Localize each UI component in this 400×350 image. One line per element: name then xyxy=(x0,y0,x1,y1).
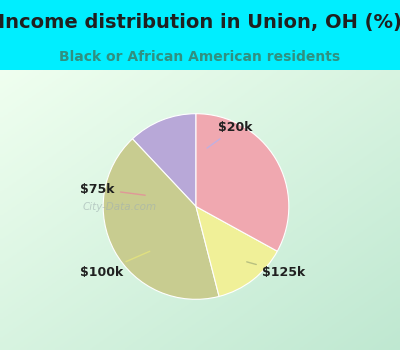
Wedge shape xyxy=(196,114,289,251)
Text: Black or African American residents: Black or African American residents xyxy=(60,50,340,64)
Wedge shape xyxy=(103,139,219,299)
Text: $75k: $75k xyxy=(80,183,145,196)
Text: $125k: $125k xyxy=(247,262,305,279)
Wedge shape xyxy=(196,206,277,296)
Text: Income distribution in Union, OH (%): Income distribution in Union, OH (%) xyxy=(0,13,400,32)
Wedge shape xyxy=(132,114,196,206)
Text: $100k: $100k xyxy=(80,251,150,279)
Text: City-Data.com: City-Data.com xyxy=(82,202,157,211)
Text: $20k: $20k xyxy=(207,121,252,148)
